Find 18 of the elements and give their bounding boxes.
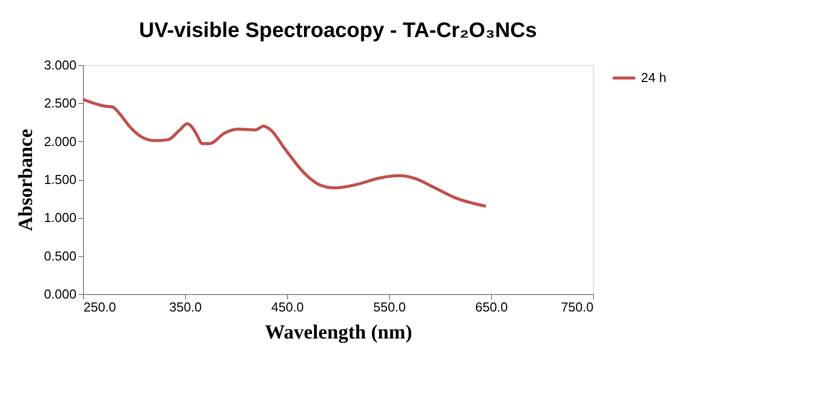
- x-axis-title: Wavelength (nm): [264, 322, 412, 344]
- x-tick-label: 550.0: [373, 300, 406, 314]
- x-tick-label: 750.0: [560, 300, 594, 314]
- y-tick-label: 1.500: [44, 172, 76, 187]
- legend-label: 24 h: [641, 70, 666, 85]
- y-tick-label: 2.000: [44, 134, 76, 149]
- x-tick-label: 350.0: [169, 300, 202, 314]
- x-tick-label: 450.0: [271, 300, 304, 314]
- y-axis-title: Absorbance: [14, 128, 37, 232]
- x-tick-label: 650.0: [475, 300, 508, 314]
- y-tick-label: 2.500: [44, 96, 76, 111]
- x-tick-label: 250.0: [84, 300, 116, 314]
- y-tick-label: 3.000: [44, 58, 76, 72]
- chart-title: UV-visible Spectroacopy - TA-Cr₂O₃NCs: [139, 19, 537, 42]
- y-tick-label: 0.000: [44, 286, 76, 302]
- y-tick-label: 1.000: [44, 210, 76, 226]
- y-tick-label: 0.500: [44, 248, 76, 264]
- line-series: [82, 98, 488, 208]
